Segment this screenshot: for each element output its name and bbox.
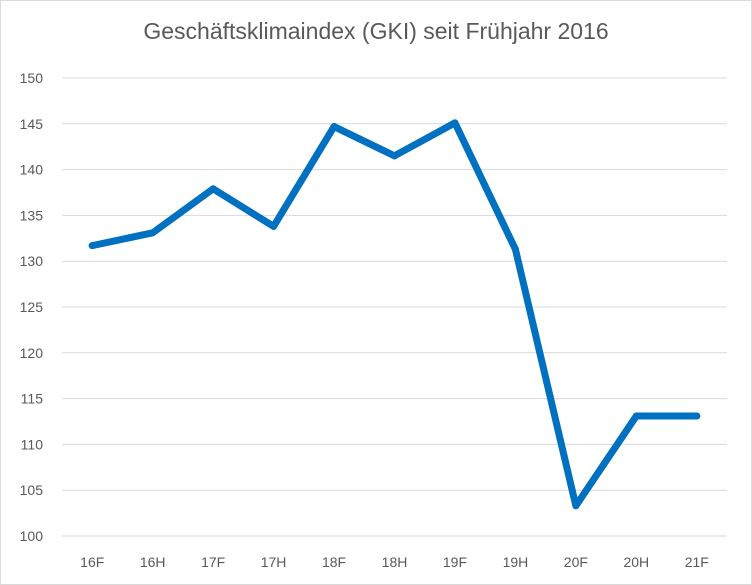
y-tick-label: 140 <box>20 162 44 178</box>
data-point <box>693 412 701 420</box>
series-line <box>88 119 701 510</box>
y-tick-label: 150 <box>20 70 44 86</box>
data-point <box>632 412 640 420</box>
data-point <box>209 185 217 193</box>
y-axis-ticks: 100 105 110 115 120 125 130 135 140 145 150 <box>20 70 44 544</box>
chart-title: Geschäftsklimaindex (GKI) seit Frühjahr … <box>143 18 609 44</box>
data-point <box>88 242 96 250</box>
x-axis-ticks: 16F 16H 17F 17H 18F 18H 19F 19H 20F 20H 21F <box>80 554 709 570</box>
x-tick-label: 21F <box>685 554 709 570</box>
gridlines <box>62 77 727 537</box>
y-tick-label: 135 <box>20 207 44 223</box>
data-point <box>511 245 519 253</box>
y-tick-label: 120 <box>20 345 44 361</box>
data-point <box>391 152 398 160</box>
x-tick-label: 16F <box>80 554 104 570</box>
y-tick-label: 105 <box>20 482 44 498</box>
y-tick-label: 145 <box>20 116 44 132</box>
data-point <box>451 119 459 127</box>
x-tick-label: 20H <box>623 554 649 570</box>
series-layer <box>88 119 701 510</box>
data-point <box>270 222 278 230</box>
x-tick-label: 17H <box>261 554 287 570</box>
x-tick-label: 19H <box>503 554 529 570</box>
x-tick-label: 16H <box>140 554 166 570</box>
data-point <box>572 502 580 510</box>
x-tick-label: 20F <box>564 554 588 570</box>
y-tick-label: 125 <box>20 299 44 315</box>
y-tick-label: 100 <box>20 528 44 544</box>
y-tick-label: 130 <box>20 253 44 269</box>
x-tick-label: 18F <box>322 554 346 570</box>
y-tick-label: 110 <box>21 436 44 452</box>
x-tick-label: 17F <box>201 554 225 570</box>
data-point <box>330 123 338 131</box>
data-point <box>149 229 157 237</box>
y-tick-label: 115 <box>21 391 44 407</box>
x-tick-label: 19F <box>443 554 467 570</box>
x-tick-label: 18H <box>382 554 408 570</box>
